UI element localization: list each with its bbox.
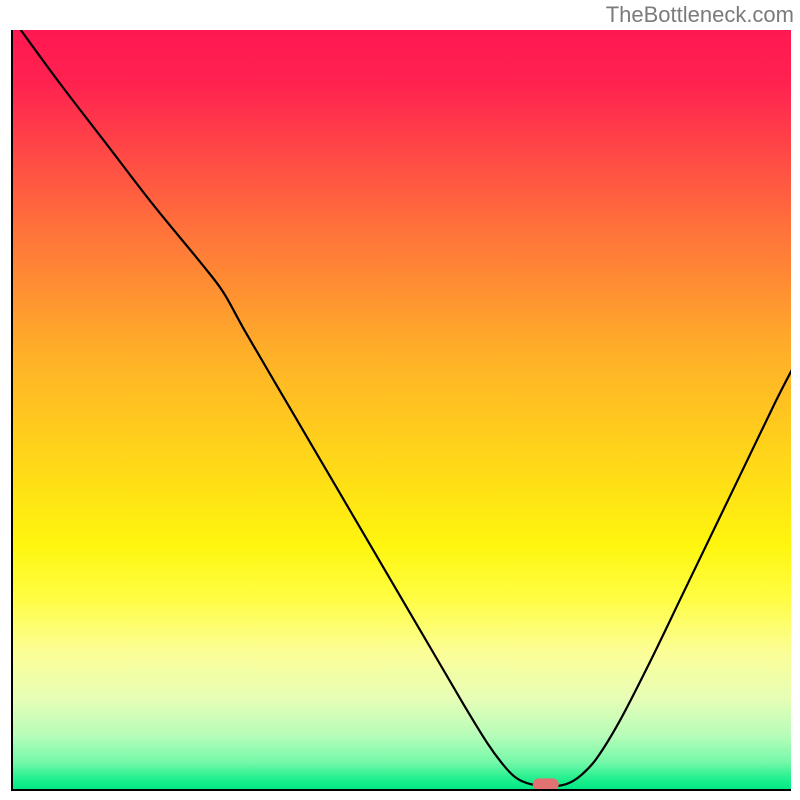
watermark-label: TheBottleneck.com xyxy=(606,2,794,28)
chart-frame: TheBottleneck.com xyxy=(0,0,800,800)
plot-area xyxy=(11,30,791,791)
optimal-marker xyxy=(533,779,559,790)
background-gradient xyxy=(13,30,791,789)
